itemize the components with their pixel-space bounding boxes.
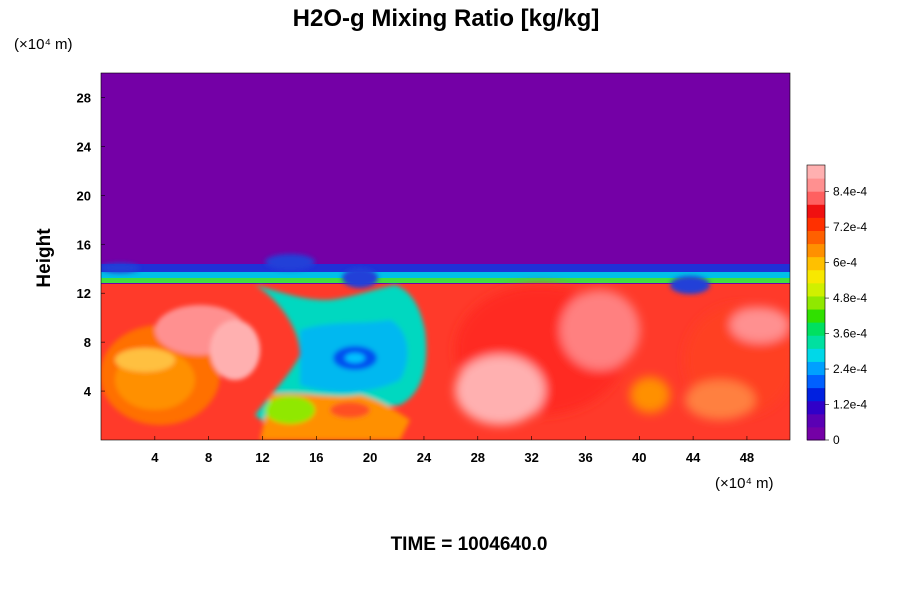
colorbar-segment <box>807 309 825 323</box>
y-unit-label: (×10⁴ m) <box>14 36 73 53</box>
x-unit-label: (×10⁴ m) <box>715 475 774 492</box>
boundary-cyan <box>101 272 790 280</box>
colorbar-segment <box>807 282 825 297</box>
colorbar-segment <box>807 230 825 245</box>
x-tick-label: 24 <box>417 450 432 465</box>
chart-title: H2O-g Mixing Ratio [kg/kg] <box>293 5 600 32</box>
x-tick-label: 48 <box>740 450 754 465</box>
x-axis-ticks: 4 8 12 16 20 24 28 32 36 40 44 48 <box>151 436 754 465</box>
time-label: TIME = 1004640.0 <box>391 534 548 555</box>
colorbar-tick-label: 4.8e-4 <box>833 291 867 305</box>
y-tick-label: 28 <box>77 90 91 105</box>
colorbar-segment <box>807 165 825 179</box>
right-region <box>455 285 790 425</box>
colorbar-segment <box>807 191 825 205</box>
colorbar-segment <box>807 426 825 441</box>
x-tick-label: 4 <box>151 450 159 465</box>
y-tick-label: 24 <box>77 139 92 154</box>
y-tick-label: 12 <box>77 286 91 301</box>
filaments <box>101 254 710 294</box>
colorbar-segment <box>807 217 825 231</box>
colorbar-segment <box>807 348 825 362</box>
x-tick-label: 40 <box>632 450 646 465</box>
y-tick-label: 20 <box>77 188 91 203</box>
x-tick-label: 44 <box>686 450 701 465</box>
colorbar-segment <box>807 243 825 258</box>
colorbar-segment <box>807 256 825 271</box>
colorbar-tick-label: 2.4e-4 <box>833 362 867 376</box>
colorbar <box>806 164 826 441</box>
y-axis-label: Height <box>34 228 55 288</box>
colorbar-segment <box>807 361 825 376</box>
colorbar-segment <box>807 335 825 349</box>
mixing-ratio-field <box>101 73 790 440</box>
colorbar-tick-label: 0 <box>833 433 840 447</box>
colorbar-tick-label: 6e-4 <box>833 256 857 270</box>
x-tick-label: 28 <box>471 450 485 465</box>
y-tick-label: 4 <box>84 384 92 399</box>
x-tick-label: 20 <box>363 450 377 465</box>
x-tick-label: 36 <box>578 450 592 465</box>
colorbar-segment <box>807 295 825 310</box>
colorbar-tick-label: 1.2e-4 <box>833 398 867 412</box>
colorbar-segment <box>807 269 825 284</box>
x-tick-label: 16 <box>309 450 323 465</box>
colorbar-tick-label: 8.4e-4 <box>833 185 867 199</box>
colorbar-segment <box>807 322 825 336</box>
x-tick-label: 32 <box>524 450 538 465</box>
colorbar-tick-label: 7.2e-4 <box>833 220 867 234</box>
colorbar-tick-label: 3.6e-4 <box>833 327 867 341</box>
colorbar-frame <box>806 164 826 441</box>
colorbar-segment <box>807 204 825 218</box>
colorbar-ticks: 0 1.2e-4 2.4e-4 3.6e-4 4.8e-4 6e-4 7.2e-4 8.4e-… <box>825 185 867 447</box>
y-tick-label: 8 <box>84 335 91 350</box>
colorbar-segment <box>807 400 825 415</box>
boundary-blue <box>101 264 790 274</box>
x-tick-label: 12 <box>255 450 269 465</box>
x-tick-label: 8 <box>205 450 212 465</box>
y-tick-label: 16 <box>77 237 91 252</box>
y-axis-ticks: 4 8 12 16 20 24 28 <box>77 90 105 399</box>
mixing-zone <box>255 285 427 440</box>
colorbar-segment <box>807 374 825 389</box>
colorbar-segment <box>807 413 825 428</box>
left-vortex <box>101 305 260 425</box>
plot-frame <box>100 72 791 441</box>
colorbar-segment <box>807 387 825 402</box>
colorbar-segment <box>807 178 825 192</box>
boundary-green <box>101 278 790 283</box>
